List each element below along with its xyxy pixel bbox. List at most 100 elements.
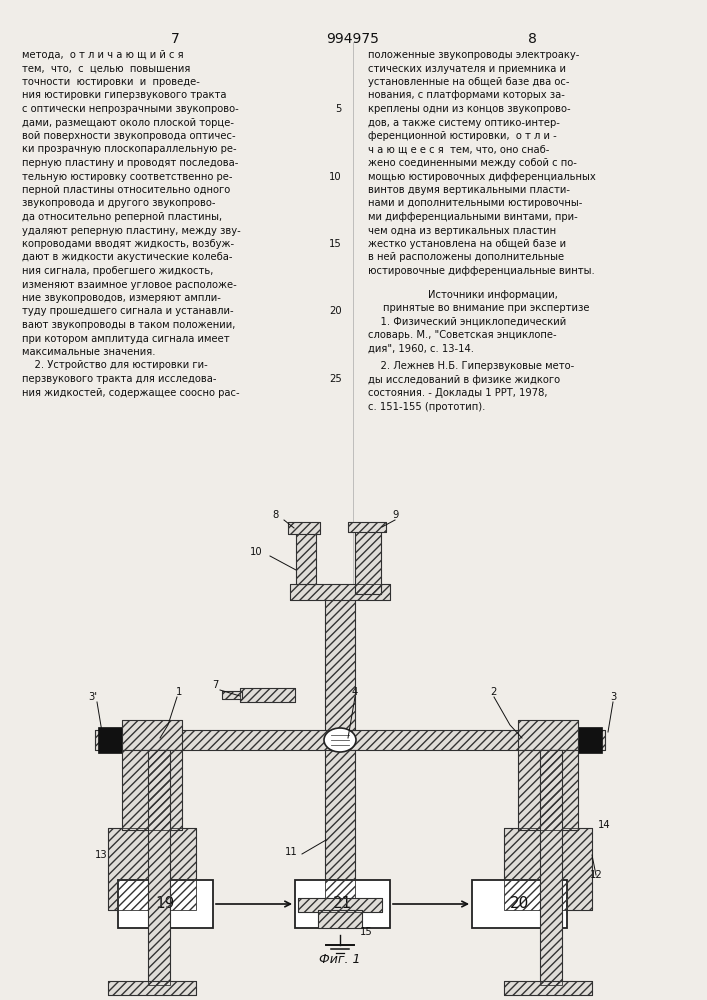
Bar	[122, 720, 182, 750]
Text: 8: 8	[272, 510, 279, 520]
Text: дия", 1960, с. 13-14.: дия", 1960, с. 13-14.	[368, 344, 474, 354]
Bar	[295, 880, 390, 928]
Text: с оптически непрозрачными звукопрово-: с оптически непрозрачными звукопрово-	[22, 104, 239, 114]
Text: ми дифференциальными винтами, при-: ми дифференциальными винтами, при-	[368, 212, 578, 222]
Bar	[98, 727, 122, 753]
Bar	[518, 720, 578, 750]
Bar	[148, 750, 170, 985]
Text: 21: 21	[333, 896, 352, 912]
Text: жено соединенными между собой с по-: жено соединенными между собой с по-	[368, 158, 577, 168]
Text: максимальные значения.: максимальные значения.	[22, 347, 156, 357]
Bar	[222, 691, 242, 699]
Bar	[504, 981, 592, 995]
Text: дают в жидкости акустические колеба-: дают в жидкости акустические колеба-	[22, 252, 233, 262]
Text: положенные звукопроводы электроаку-: положенные звукопроводы электроаку-	[368, 50, 579, 60]
Text: 10: 10	[329, 172, 342, 182]
Text: вают звукопроводы в таком положении,: вают звукопроводы в таком положении,	[22, 320, 235, 330]
Bar	[518, 750, 578, 830]
Bar	[122, 720, 182, 750]
Bar	[298, 898, 382, 912]
Text: 7: 7	[212, 680, 218, 690]
Bar	[504, 981, 592, 995]
Text: жестко установлена на общей базе и: жестко установлена на общей базе и	[368, 239, 566, 249]
Bar	[108, 828, 196, 910]
Text: Источники информации,: Источники информации,	[428, 290, 558, 300]
Bar	[240, 688, 295, 702]
Text: 5: 5	[336, 104, 342, 114]
Bar	[518, 750, 578, 830]
Bar	[540, 750, 562, 985]
Text: нами и дополнительными юстировочны-: нами и дополнительными юстировочны-	[368, 198, 583, 209]
Text: дов, а также систему оптико-интер-: дов, а также систему оптико-интер-	[368, 117, 560, 127]
Text: 10: 10	[250, 547, 262, 557]
Text: 2. Устройство для юстировки ги-: 2. Устройство для юстировки ги-	[22, 360, 208, 370]
Bar	[472, 880, 567, 928]
Text: ния жидкостей, содержащее соосно рас-: ния жидкостей, содержащее соосно рас-	[22, 387, 240, 397]
Text: ч а ю щ е е с я  тем, что, оно снаб-: ч а ю щ е е с я тем, что, оно снаб-	[368, 144, 549, 154]
Text: ния юстировки гиперзвукового тракта: ния юстировки гиперзвукового тракта	[22, 91, 226, 101]
Bar	[325, 750, 355, 900]
Bar	[296, 529, 316, 584]
Bar	[318, 910, 362, 928]
Text: установленные на общей базе два ос-: установленные на общей базе два ос-	[368, 77, 570, 87]
Text: 2: 2	[490, 687, 496, 697]
Text: 4: 4	[352, 687, 358, 697]
Text: перзвукового тракта для исследова-: перзвукового тракта для исследова-	[22, 374, 216, 384]
Bar	[325, 750, 355, 900]
Bar	[325, 590, 355, 730]
Text: ды исследований в физике жидкого: ды исследований в физике жидкого	[368, 375, 560, 385]
Text: вой поверхности звукопровода оптичес-: вой поверхности звукопровода оптичес-	[22, 131, 235, 141]
Bar	[122, 750, 182, 830]
Bar	[290, 584, 390, 600]
Text: точности  юстировки  и  проведе-: точности юстировки и проведе-	[22, 77, 200, 87]
Bar	[318, 910, 362, 928]
Text: тельную юстировку соответственно ре-: тельную юстировку соответственно ре-	[22, 172, 233, 182]
Text: винтов двумя вертикальными пласти-: винтов двумя вертикальными пласти-	[368, 185, 570, 195]
Text: стических излучателя и приемника и: стических излучателя и приемника и	[368, 64, 566, 74]
Text: 20: 20	[329, 306, 342, 316]
Text: при котором амплитуда сигнала имеет: при котором амплитуда сигнала имеет	[22, 334, 230, 344]
Text: 14: 14	[598, 820, 611, 830]
Bar	[578, 727, 602, 753]
Text: 11: 11	[285, 847, 298, 857]
Text: креплены одни из концов звукопрово-: креплены одни из концов звукопрово-	[368, 104, 571, 114]
Bar	[148, 750, 170, 985]
Bar	[240, 688, 295, 702]
Text: состояния. - Доклады 1 РРТ, 1978,: состояния. - Доклады 1 РРТ, 1978,	[368, 388, 547, 398]
Text: да относительно реперной пластины,: да относительно реперной пластины,	[22, 212, 222, 222]
Bar	[288, 522, 320, 534]
Bar	[298, 898, 382, 912]
Bar	[348, 522, 386, 532]
Text: метода,  о т л и ч а ю щ и й с я: метода, о т л и ч а ю щ и й с я	[22, 50, 184, 60]
Bar	[118, 880, 213, 928]
Bar	[290, 584, 390, 600]
Text: чем одна из вертикальных пластин: чем одна из вертикальных пластин	[368, 226, 556, 235]
Text: 3: 3	[610, 692, 617, 702]
Bar	[108, 981, 196, 995]
Text: ния сигнала, пробегшего жидкость,: ния сигнала, пробегшего жидкость,	[22, 266, 214, 276]
Text: 20: 20	[510, 896, 529, 912]
Text: 8: 8	[527, 32, 537, 46]
Text: ференционной юстировки,  о т л и -: ференционной юстировки, о т л и -	[368, 131, 556, 141]
Bar	[325, 590, 355, 730]
Bar	[355, 529, 381, 594]
Bar	[504, 828, 592, 910]
Bar	[518, 720, 578, 750]
Text: 2. Лежнев Н.Б. Гиперзвуковые мето-: 2. Лежнев Н.Б. Гиперзвуковые мето-	[368, 361, 574, 371]
Bar	[504, 828, 592, 910]
Text: 1: 1	[176, 687, 182, 697]
Bar	[108, 981, 196, 995]
Text: удаляют реперную пластину, между зву-: удаляют реперную пластину, между зву-	[22, 226, 241, 235]
Text: 15: 15	[329, 239, 342, 249]
Text: ки прозрачную плоскопараллельную ре-: ки прозрачную плоскопараллельную ре-	[22, 144, 237, 154]
Text: 19: 19	[156, 896, 175, 912]
Bar	[348, 522, 386, 532]
Ellipse shape	[324, 728, 356, 752]
Text: 12: 12	[590, 870, 603, 880]
Text: 15: 15	[360, 927, 373, 937]
Text: 3': 3'	[88, 692, 97, 702]
Bar	[288, 522, 320, 534]
Text: 1. Физический энциклопедический: 1. Физический энциклопедический	[368, 316, 566, 326]
Text: ние звукопроводов, измеряют ампли-: ние звукопроводов, измеряют ампли-	[22, 293, 221, 303]
Text: 994975: 994975	[327, 32, 380, 46]
